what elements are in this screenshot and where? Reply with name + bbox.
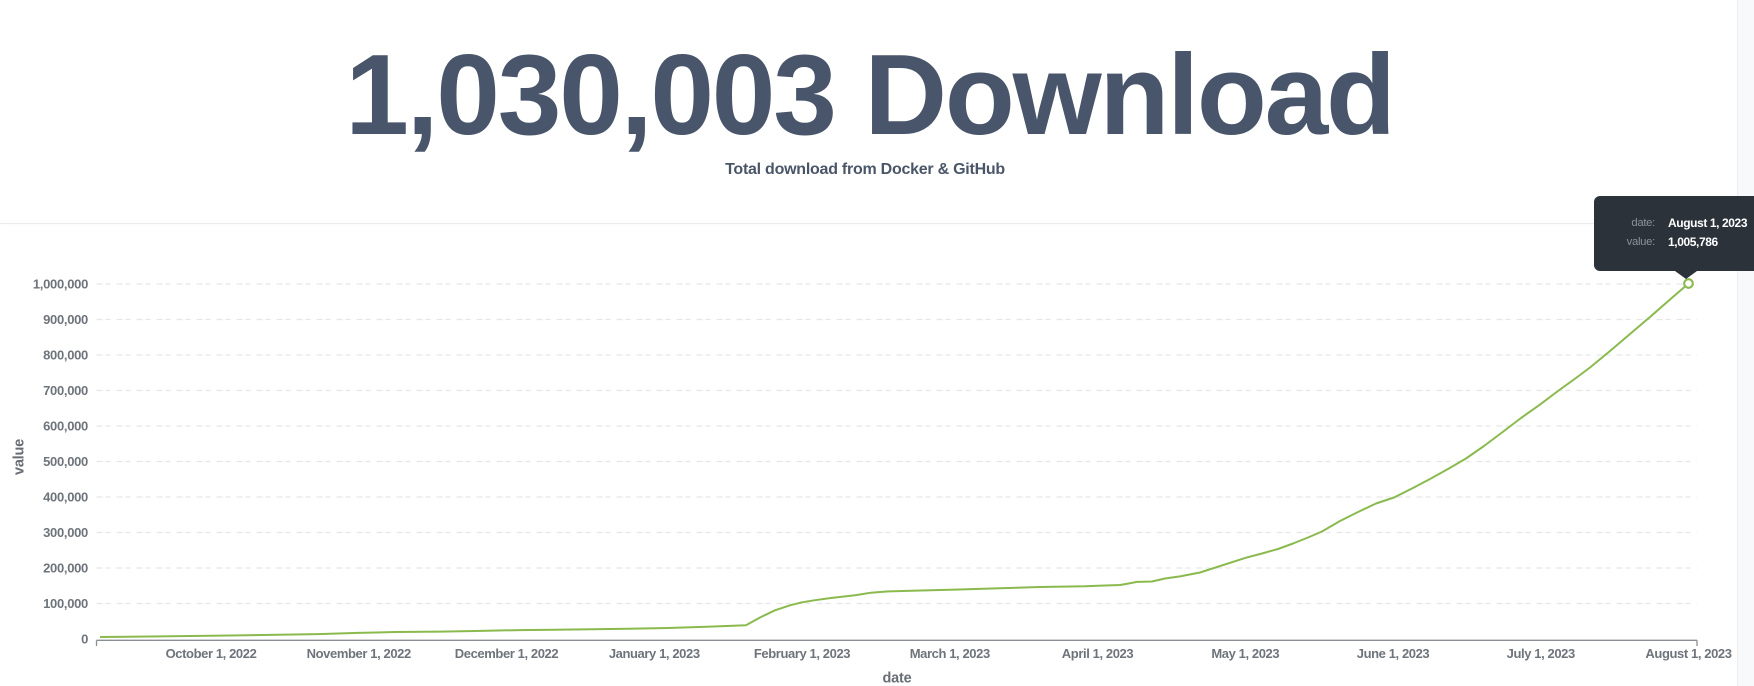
svg-text:March 1, 2023: March 1, 2023 [910,646,990,661]
svg-text:500,000: 500,000 [43,454,88,469]
svg-text:October 1, 2022: October 1, 2022 [166,646,257,661]
svg-text:April 1, 2023: April 1, 2023 [1062,646,1134,661]
svg-text:November 1, 2022: November 1, 2022 [307,646,411,661]
svg-text:400,000: 400,000 [43,490,88,505]
svg-text:June 1, 2023: June 1, 2023 [1357,646,1430,661]
svg-text:800,000: 800,000 [43,348,88,363]
svg-text:300,000: 300,000 [43,525,88,540]
svg-text:1,000,000: 1,000,000 [33,277,88,292]
svg-text:700,000: 700,000 [43,383,88,398]
svg-text:value: value [12,439,28,475]
svg-text:200,000: 200,000 [43,561,88,576]
svg-text:May 1, 2023: May 1, 2023 [1211,646,1279,661]
svg-text:August 1, 2023: August 1, 2023 [1645,646,1731,661]
svg-text:date: date [882,671,911,686]
svg-text:900,000: 900,000 [43,312,88,327]
svg-text:100,000: 100,000 [43,596,88,611]
svg-text:February 1, 2023: February 1, 2023 [754,646,850,661]
svg-text:December 1, 2022: December 1, 2022 [455,646,559,661]
svg-text:0: 0 [81,632,88,647]
svg-text:July 1, 2023: July 1, 2023 [1507,646,1575,661]
svg-text:January 1, 2023: January 1, 2023 [609,646,700,661]
svg-text:600,000: 600,000 [43,419,88,434]
